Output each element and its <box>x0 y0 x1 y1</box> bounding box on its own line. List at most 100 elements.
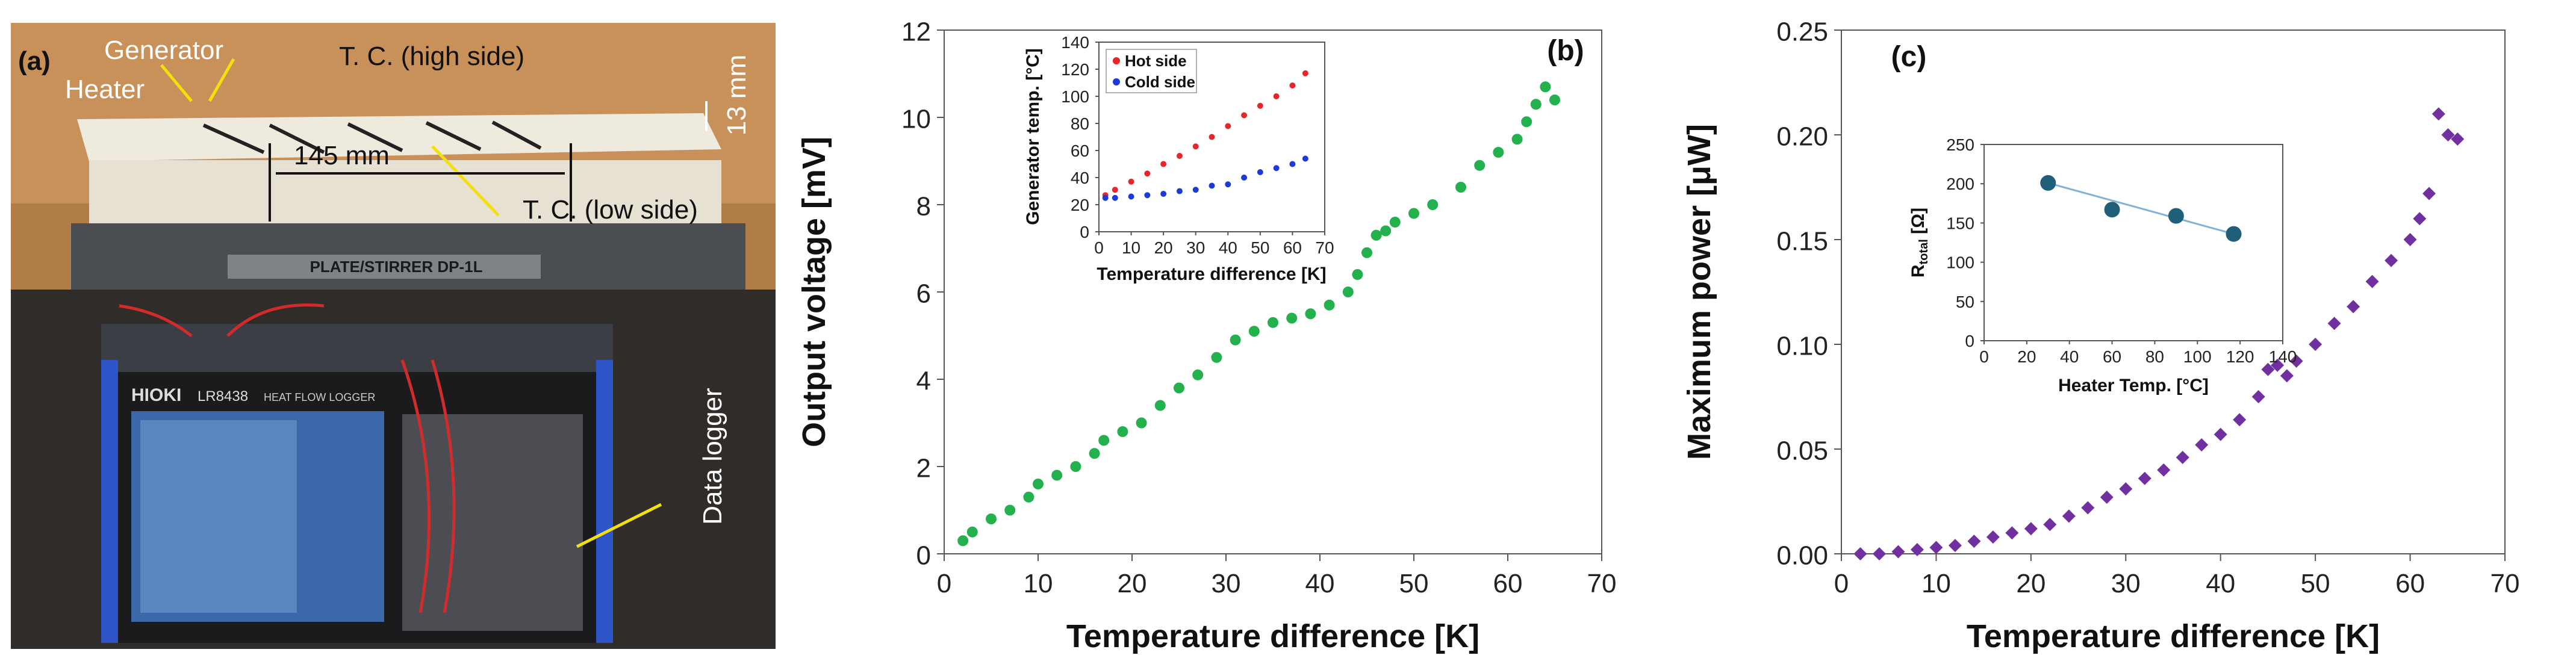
inset-cold-point <box>1273 165 1280 172</box>
chart-b-xlabel: Temperature difference [K] <box>1066 618 1479 654</box>
chart-c-frame <box>1841 29 2506 554</box>
chart-b-data-point <box>1389 217 1401 228</box>
chart-b-data-point <box>1530 99 1542 110</box>
inset-hot-point <box>1160 161 1167 167</box>
chart-c-inset-ylabel-sub: total <box>1917 239 1930 264</box>
chart-c-inset-x-tick-label: 20 <box>2017 347 2036 366</box>
chart-b-data-point <box>1033 479 1044 489</box>
chart-b-data-point <box>1380 225 1392 237</box>
chart-c-y-tick-label: 0.10 <box>1776 331 1828 361</box>
setup-photo-drawing: PLATE/STIRRER DP-1L HIOKI LR8438 HEAT FL… <box>11 23 776 649</box>
chart-b-data-point <box>1455 182 1466 193</box>
chart-c-x-tick-label: 50 <box>2301 569 2330 598</box>
chart-b-inset-y-tick-label: 120 <box>1061 60 1089 79</box>
chart-b-inset-y-tick-label: 40 <box>1071 169 1089 187</box>
chart-b-inset-y-tick-label: 100 <box>1061 87 1089 106</box>
inset-cold-point <box>1225 181 1231 188</box>
chart-c-inset-y-tick-label: 250 <box>1946 135 1974 154</box>
chart-b-data-point <box>1342 287 1354 297</box>
chart-b-data-point <box>1370 229 1382 241</box>
chart-c-inset-ylabel-unit: [Ω] <box>1908 208 1928 239</box>
legend-hot-label: Hot side <box>1125 52 1187 70</box>
chart-c-y-tick-label: 0.00 <box>1776 541 1828 570</box>
logger-mode: HEAT FLOW LOGGER <box>264 391 375 403</box>
chart-b-inset-x-tick-label: 70 <box>1315 238 1334 257</box>
logger-terminal-strip <box>101 324 613 372</box>
chart-b-data-point <box>1174 382 1184 394</box>
red-cables <box>119 303 456 613</box>
chart-c-inset-x-tick-label: 120 <box>2226 347 2254 366</box>
chart-b-y-tick-label: 8 <box>916 191 931 221</box>
chart-c-data-point <box>2309 338 2322 351</box>
chart-b-data-point <box>1427 199 1439 210</box>
chart-c-inset-x-tick-label: 80 <box>2145 347 2164 366</box>
chart-c-data-point <box>2403 233 2417 246</box>
label-tc-low: T. C. (low side) <box>523 195 698 225</box>
chart-c-inset-y-ticks: 0 50 100 150 200 250 <box>1946 135 1984 350</box>
chart-b-y-tick-label: 12 <box>901 17 931 46</box>
chart-c-inset-x-tick-label: 0 <box>1979 347 1989 366</box>
chart-c-data-point <box>2347 300 2360 314</box>
chart-c-data-point <box>2214 427 2227 441</box>
chart-c-data-point <box>1853 547 1867 560</box>
chart-c-y-ticks: 0.00 0.05 0.10 0.15 0.20 0.25 <box>1776 17 1841 570</box>
chart-b-data-point <box>1474 160 1486 171</box>
chart-c-data-point <box>2327 317 2341 330</box>
label-data-logger: Data logger <box>698 388 727 524</box>
chart-c-inset-y-tick-label: 50 <box>1956 293 1974 311</box>
chart-c-x-tick-label: 10 <box>1921 569 1951 598</box>
chart-b-data-point <box>1211 352 1222 363</box>
chart-c-data-point <box>1929 541 1943 554</box>
chart-c-data-point <box>2138 471 2151 485</box>
chart-c-data-point <box>2119 482 2133 496</box>
inset-cold-point <box>1241 175 1248 181</box>
chart-c-x-tick-label: 20 <box>2016 569 2046 598</box>
chart-b-ylabel: Output voltage [mV] <box>796 137 832 447</box>
inset-cold-point <box>1289 161 1296 167</box>
chart-c-data-point <box>1986 530 2000 544</box>
chart-c-plot-area <box>1841 29 2506 554</box>
chart-c-data-point <box>2280 369 2294 383</box>
chart-c-x-tick-label: 40 <box>2206 569 2235 598</box>
inset-rtotal-point <box>2104 202 2120 218</box>
chart-b-x-tick-label: 20 <box>1118 569 1147 598</box>
inset-cold-point <box>1144 192 1151 199</box>
inset-hot-point <box>1289 82 1296 88</box>
chart-c-y-tick-label: 0.15 <box>1776 226 1828 256</box>
legend-cold-label: Cold side <box>1125 73 1195 91</box>
chart-b-data-point <box>1408 208 1419 219</box>
chart-c-inset-x-ticks: 0 20 40 60 80 100 120 140 <box>1979 341 2297 366</box>
label-thickness: 13 mm <box>722 55 751 135</box>
chart-c-data-point <box>2062 509 2076 523</box>
chart-c-inset-x-tick-label: 40 <box>2060 347 2079 366</box>
chart-b-data-point <box>1248 326 1260 337</box>
inset-rtotal-point <box>2168 208 2184 224</box>
logger-brand: HIOKI <box>131 385 181 405</box>
chart-b-data-point <box>1004 504 1016 516</box>
chart-b-x-tick-label: 10 <box>1024 569 1053 598</box>
chart-b-y-ticks: 0 2 4 6 8 10 12 <box>901 17 944 570</box>
chart-c-y-tick-label: 0.20 <box>1776 122 1828 151</box>
chart-c-data-point <box>2271 358 2285 372</box>
chart-c-inset-ylabel: Rtotal [Ω] <box>1908 208 1930 278</box>
chart-c-y-tick-label: 0.25 <box>1776 17 1828 46</box>
inset-cold-point <box>1176 188 1183 194</box>
inset-cold-point <box>1192 187 1199 193</box>
chart-c-inset-x-tick-label: 140 <box>2269 347 2297 366</box>
chart-c-inset: 0 20 40 60 80 100 120 140 0 50 100 150 200 250 Heate… <box>1908 135 2297 395</box>
chart-c-inset-xlabel: Heater Temp. [°C] <box>2058 376 2209 395</box>
chart-b-data-point <box>1023 491 1034 503</box>
inset-hot-point <box>1225 123 1231 129</box>
chart-b-y-tick-label: 10 <box>901 104 931 134</box>
label-heater: Heater <box>65 75 145 104</box>
inset-rtotal-point <box>2040 175 2056 191</box>
logger-screen-graph <box>140 420 297 613</box>
chart-c-data-point <box>2233 413 2247 427</box>
chart-c-x-ticks: 0 10 20 30 40 50 60 70 <box>1834 554 2520 598</box>
chart-b-inset-ylabel: Generator temp. [°C] <box>1023 48 1043 225</box>
chart-c-inset-plot-area <box>1983 144 2283 341</box>
chart-c-inset-points <box>2040 175 2242 242</box>
heater-plate-top <box>77 113 721 161</box>
inset-cold-point <box>1102 194 1109 201</box>
chart-c-x-tick-label: 70 <box>2490 569 2520 598</box>
